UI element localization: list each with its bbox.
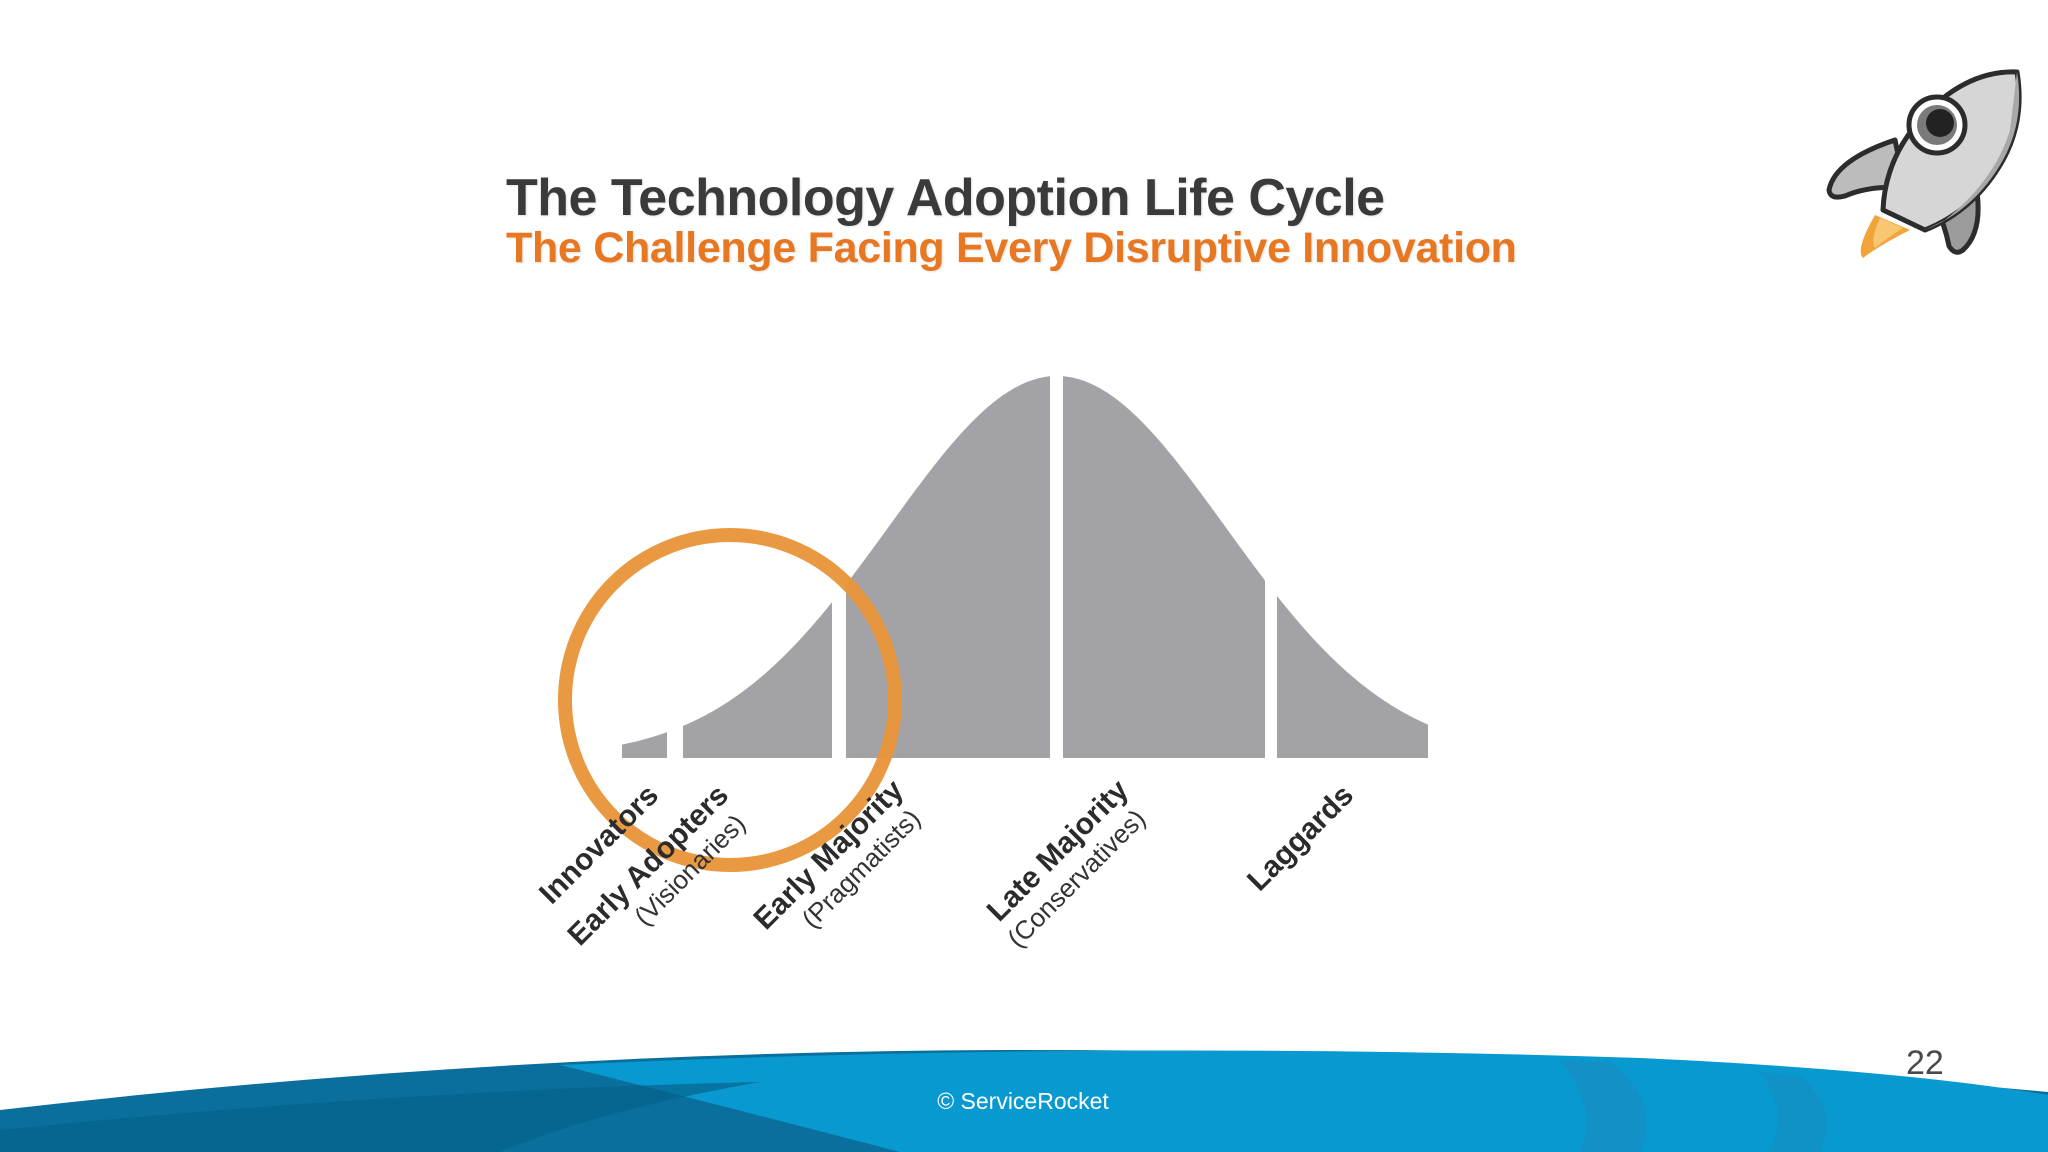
curve-segment-5 [1277,595,1428,758]
curve-segment-2 [683,602,832,758]
page-number: 22 [1906,1044,1944,1082]
curve-segment-4 [1063,376,1265,758]
footer-copyright: © ServiceRocket [937,1088,1109,1114]
highlight-circle [558,528,902,872]
slide-title: The Technology Adoption Life Cycle [506,169,1385,227]
slide-subtitle: The Challenge Facing Every Disruptive In… [506,224,1517,272]
curve-segment-1 [622,732,667,758]
